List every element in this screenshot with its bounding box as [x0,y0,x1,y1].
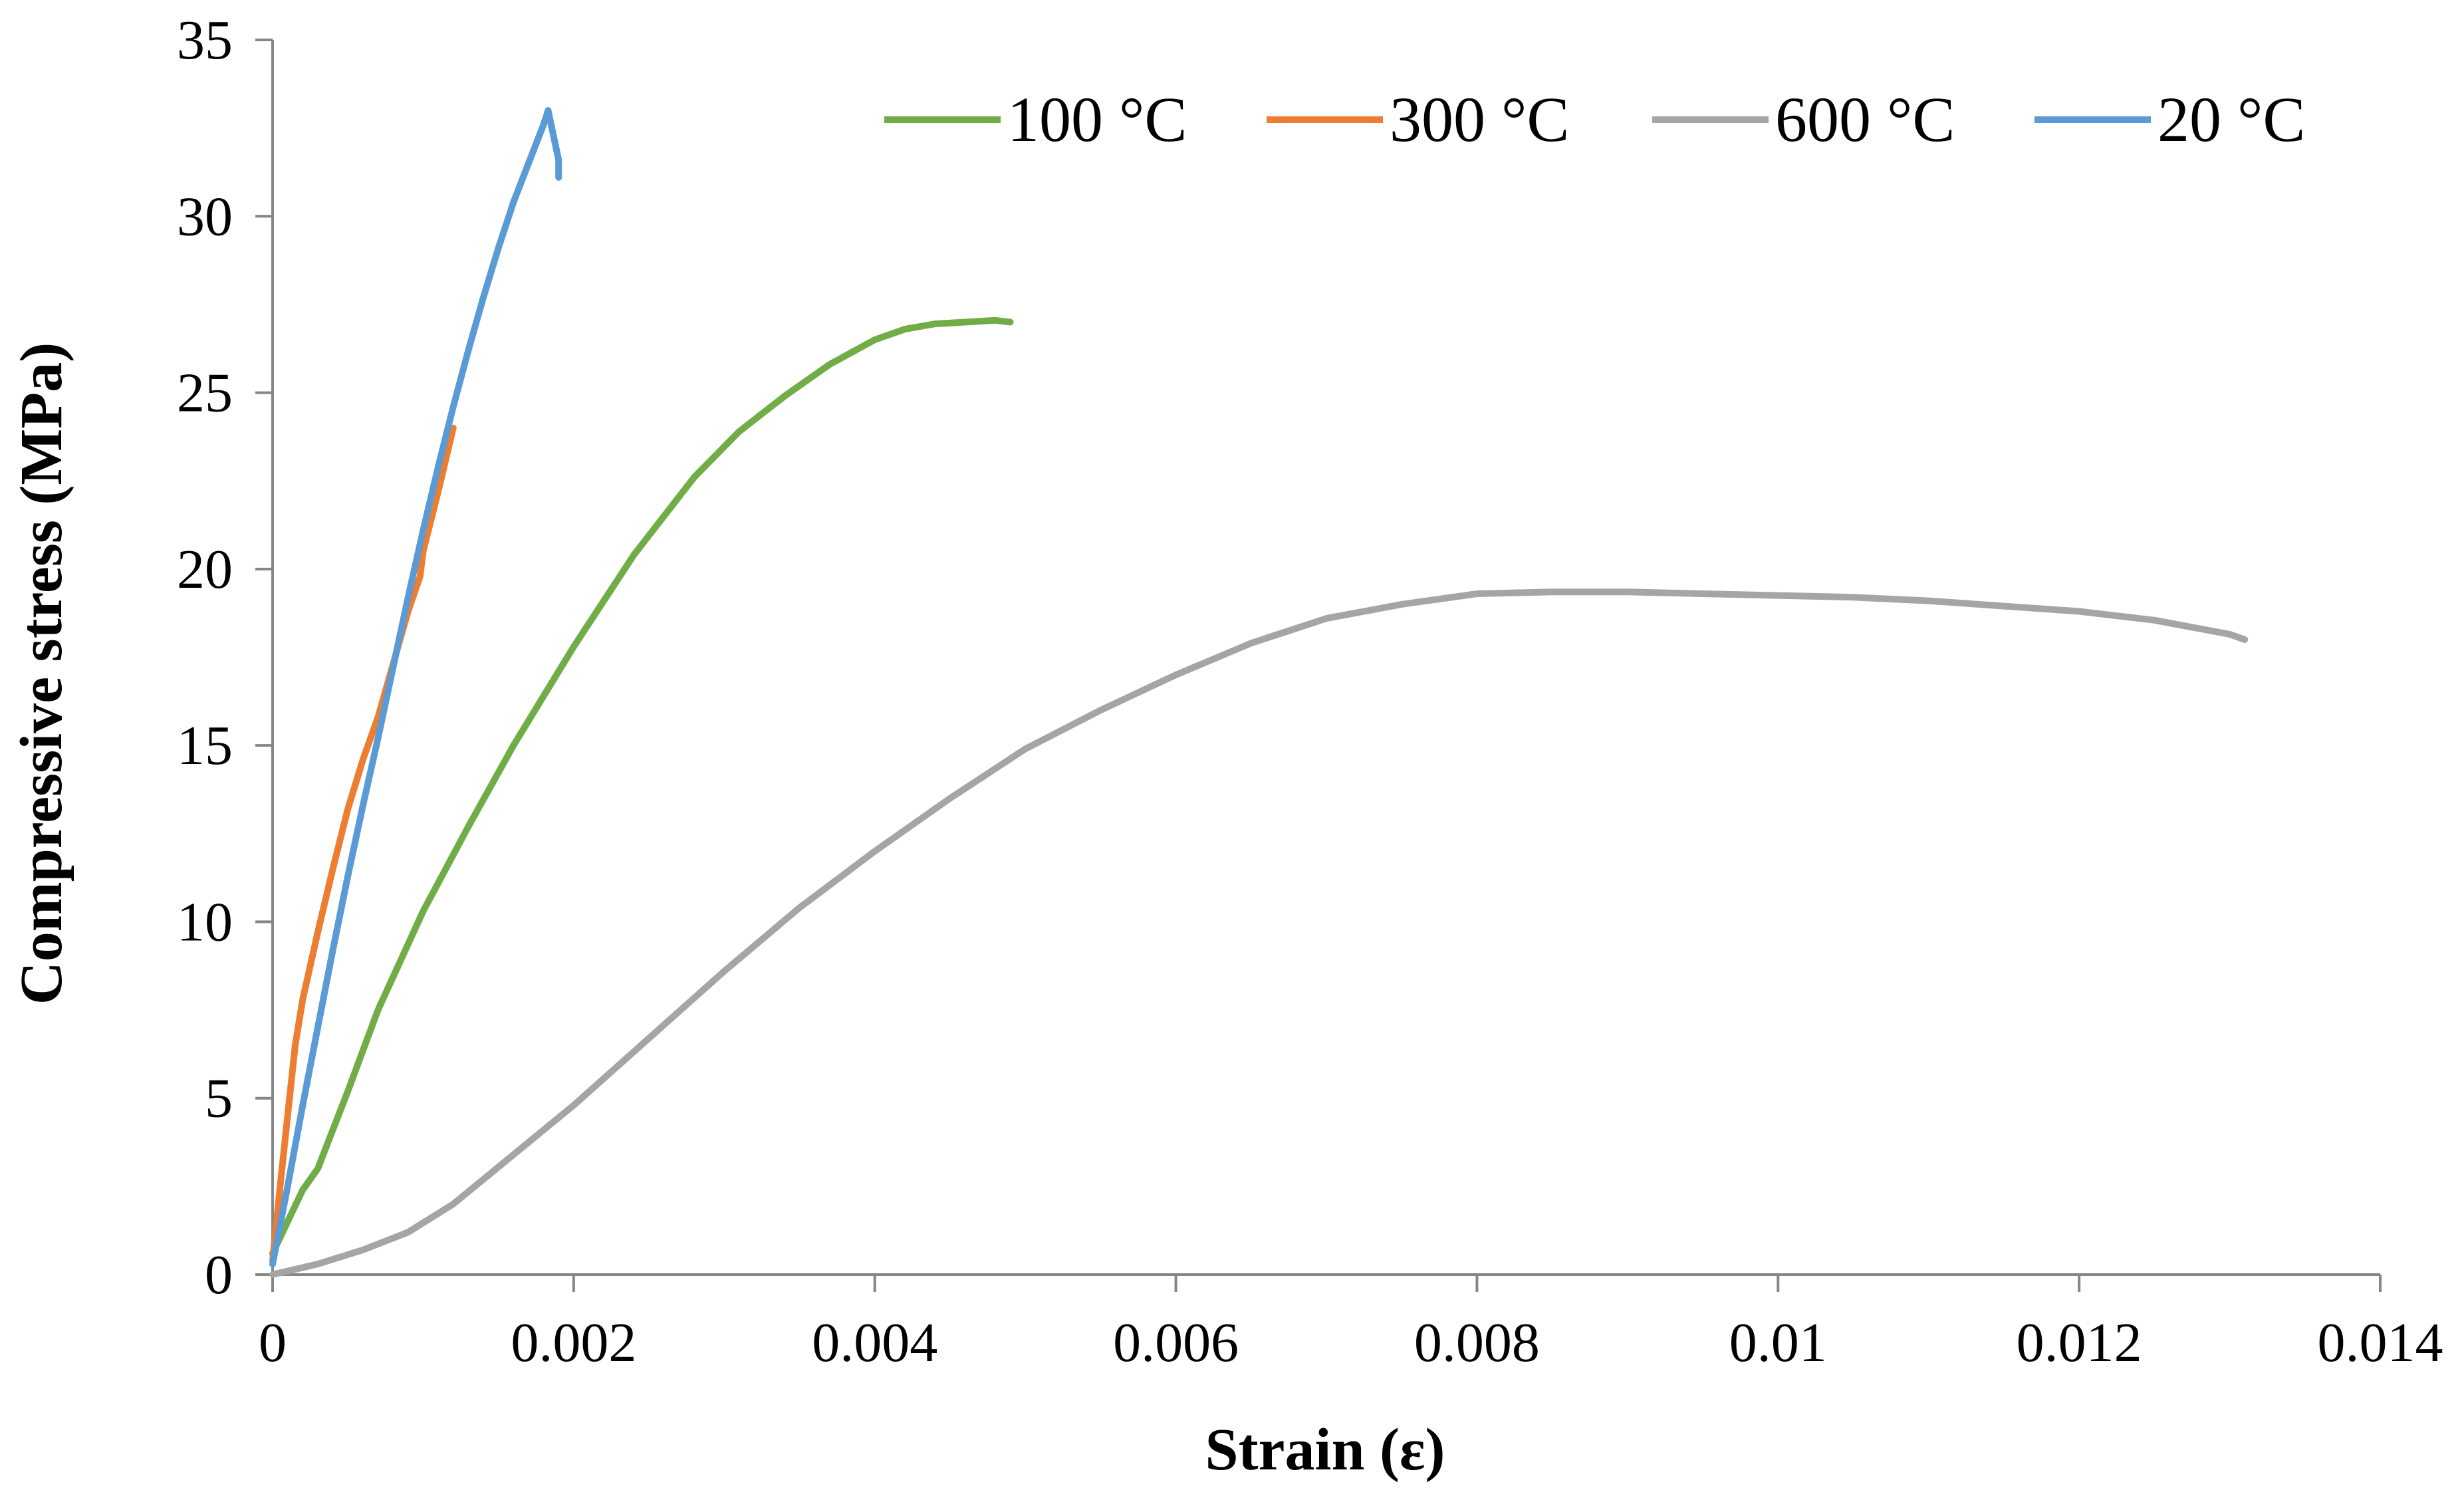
x-tick-label: 0.006 [1113,1312,1239,1374]
legend-label: 300 °C [1390,84,1569,155]
y-tick-label: 5 [205,1068,233,1130]
y-tick-label: 0 [205,1244,233,1306]
legend-label: 100 °C [1007,84,1187,155]
y-axis-title: Compressive stress (MPa) [9,342,74,1005]
series-line-100-c [269,316,1014,1257]
x-axis-title: Strain (ε) [1205,1417,1445,1483]
x-tick-label: 0.002 [511,1312,636,1374]
x-tick-label: 0.008 [1414,1312,1540,1374]
legend-label: 600 °C [1775,84,1955,155]
y-tick-label: 15 [177,715,233,777]
y-tick-label: 20 [177,539,233,600]
x-tick-label: 0 [259,1312,287,1374]
series-lines [269,107,2249,1278]
x-tick-label: 0.004 [812,1312,937,1374]
y-tick-label: 30 [177,186,233,247]
series-line-300-c [269,424,457,1264]
x-tick-label: 0.012 [2017,1312,2142,1374]
y-tick-label: 10 [177,891,233,953]
legend-label: 20 °C [2157,84,2305,155]
series-line-20-c [269,107,562,1268]
legend: 100 °C 300 °C 600 °C 20 °C [884,84,2305,155]
x-tick-label: 0.014 [2318,1312,2443,1374]
axes: 0 5 10 15 20 25 30 35 0 0.002 0.004 0.006 0.008 0.01 0… [177,9,2443,1374]
series-line-600-c [269,588,2249,1278]
y-tick-label: 25 [177,362,233,424]
x-tick-label: 0.01 [1729,1312,1827,1374]
y-tick-label: 35 [177,9,233,71]
